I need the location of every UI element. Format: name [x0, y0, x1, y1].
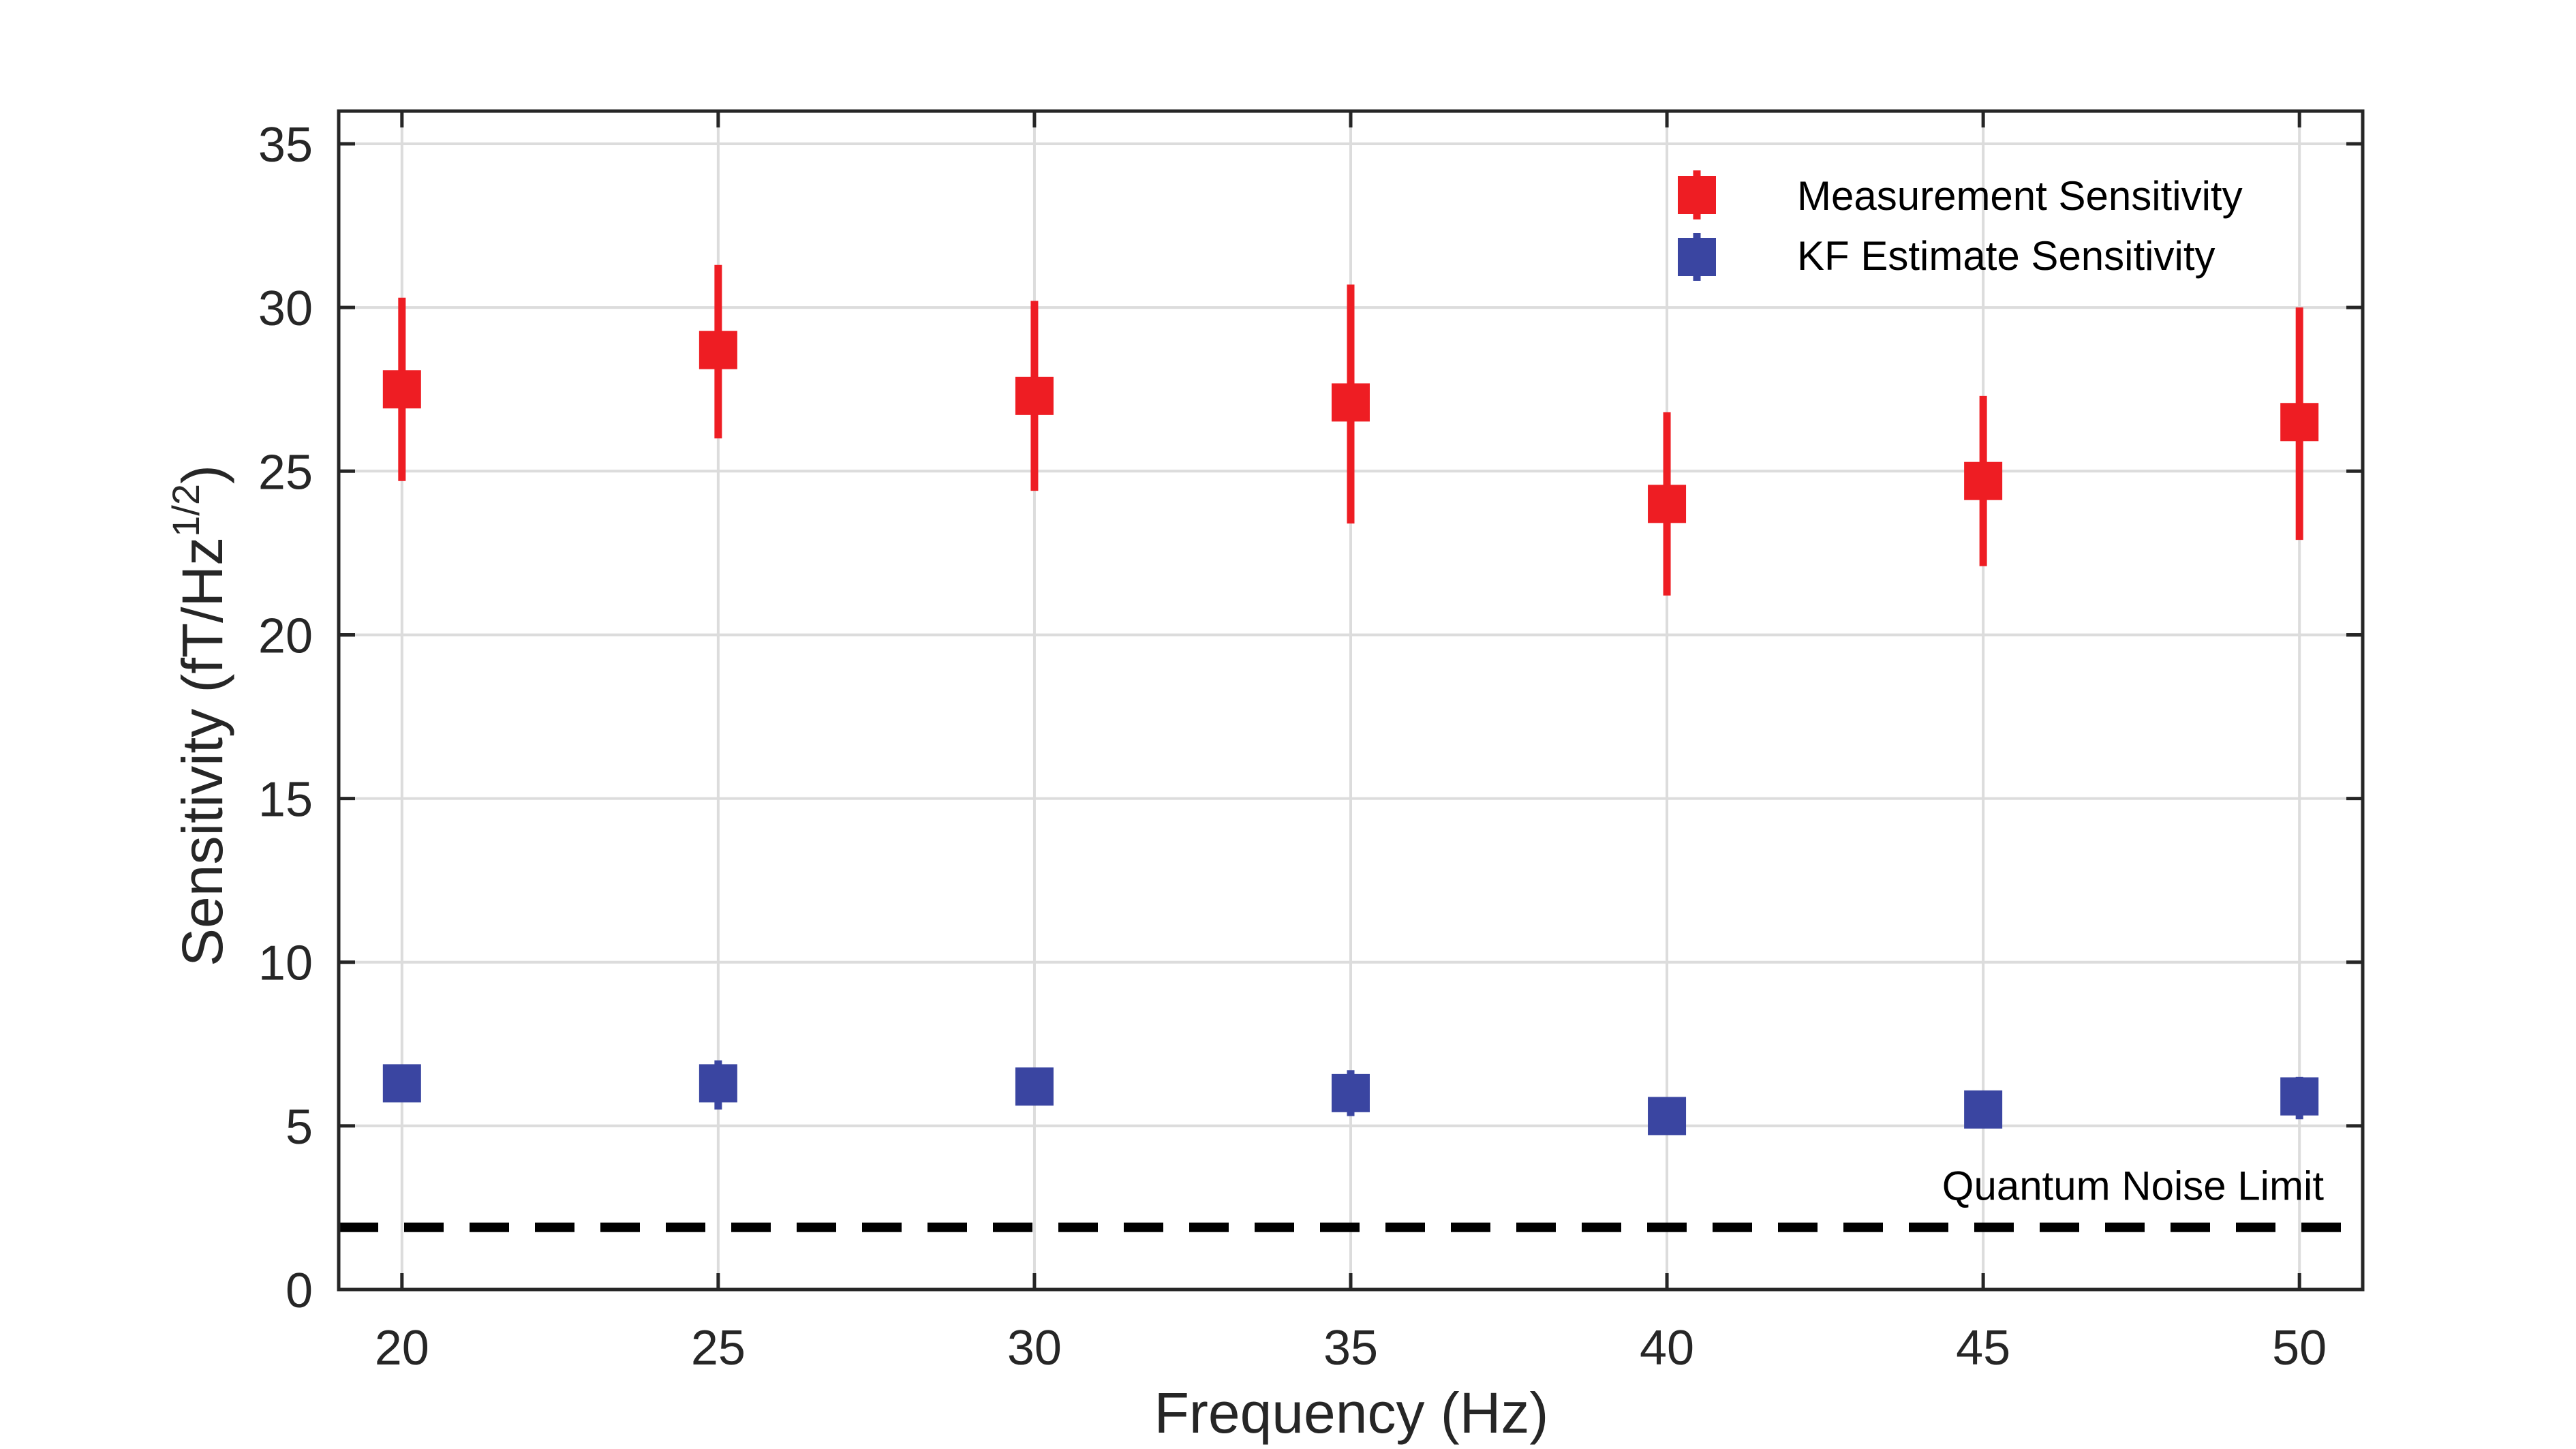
x-tick-label: 40 [1640, 1321, 1694, 1375]
data-marks [382, 264, 2319, 1135]
legend-label-kf-estimate: KF Estimate Sensitivity [1797, 233, 2215, 279]
y-axis-label-main: Sensitivity (fT/Hz [170, 537, 234, 966]
data-point [2280, 403, 2319, 442]
y-tick-label: 25 [258, 445, 313, 500]
y-tick-labels: 0 5 10 15 20 25 30 35 [258, 118, 313, 1318]
y-tick-label: 30 [258, 281, 313, 336]
axis-ticks [339, 111, 2363, 1292]
x-tick-label: 25 [691, 1321, 746, 1375]
x-tick-label: 50 [2272, 1321, 2327, 1375]
y-tick-label: 35 [258, 118, 313, 172]
x-axis-label: Frequency (Hz) [1154, 1381, 1549, 1445]
data-point [1332, 383, 1370, 422]
quantum-noise-limit-label: Quantum Noise Limit [1942, 1163, 2325, 1209]
data-point [1964, 1090, 2003, 1129]
y-axis-label: Sensitivity (fT/Hz1/2) [164, 465, 234, 966]
x-tick-label: 20 [375, 1321, 429, 1375]
x-tick-label: 30 [1007, 1321, 1062, 1375]
series-measurement [382, 264, 2319, 596]
y-tick-label: 15 [258, 773, 313, 827]
data-point [382, 1064, 421, 1103]
data-point [382, 370, 421, 409]
y-tick-label: 0 [286, 1264, 313, 1318]
data-point [1015, 376, 1054, 415]
data-point [1015, 1067, 1054, 1106]
y-axis-label-superscript: 1/2 [164, 484, 207, 537]
data-point [699, 331, 737, 369]
x-tick-label: 45 [1956, 1321, 2010, 1375]
y-tick-label: 5 [286, 1100, 313, 1155]
y-tick-label: 20 [258, 609, 313, 663]
legend: Measurement Sensitivity KF Estimate Sens… [1678, 170, 2243, 281]
y-axis-label-suffix: ) [170, 465, 234, 484]
data-point [1964, 461, 2003, 500]
legend-item-measurement: Measurement Sensitivity [1678, 170, 2243, 219]
legend-marker-measurement [1678, 176, 1716, 214]
legend-marker-kf-estimate [1678, 238, 1716, 276]
data-point [1648, 485, 1687, 523]
x-tick-label: 35 [1323, 1321, 1378, 1375]
x-tick-labels: 20 25 30 35 40 45 50 [375, 1321, 2327, 1375]
legend-label-measurement: Measurement Sensitivity [1797, 173, 2243, 219]
data-point [1648, 1097, 1687, 1135]
data-point [699, 1064, 737, 1103]
series-kf-estimate [382, 1060, 2319, 1135]
y-tick-label: 10 [258, 936, 313, 991]
data-point [1332, 1073, 1370, 1112]
legend-item-kf-estimate: KF Estimate Sensitivity [1678, 233, 2215, 281]
data-point [2280, 1077, 2319, 1116]
